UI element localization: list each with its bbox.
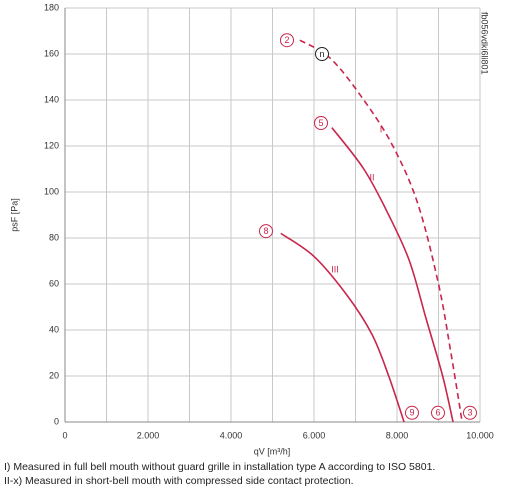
marker-label: 5: [319, 118, 324, 128]
x-tick-label: 10.000: [466, 430, 494, 440]
marker-label: 9: [409, 408, 414, 418]
x-tick-label: 0: [62, 430, 67, 440]
y-tick-label: 100: [44, 186, 59, 196]
y-tick-label: 20: [49, 370, 59, 380]
marker-label: 6: [435, 408, 440, 418]
marker-label: n: [320, 49, 325, 59]
operating-point-marker: [258, 224, 273, 239]
y-tick-label: 160: [44, 48, 59, 58]
footnote: I) Measured in full bell mouth without g…: [4, 461, 435, 473]
fan-curve: [331, 127, 454, 423]
operating-point-marker: [279, 33, 294, 48]
figure-code: fb056vdki6li801: [480, 12, 490, 75]
curve-label: II: [370, 173, 375, 183]
y-tick-label: 80: [49, 232, 59, 242]
operating-point-marker: [315, 47, 330, 61]
marker-label: 3: [467, 408, 472, 418]
x-tick-label: 4.000: [220, 430, 243, 440]
y-tick-label: 0: [54, 416, 59, 426]
y-tick-label: 60: [49, 278, 59, 288]
y-tick-label: 140: [44, 94, 59, 104]
y-axis-label: psF [Pa]: [9, 198, 19, 232]
marker-label: 2: [284, 35, 289, 45]
x-tick-label: 2.000: [137, 430, 160, 440]
x-tick-label: 8.000: [386, 430, 409, 440]
y-tick-label: 180: [44, 2, 59, 12]
marker-label: 8: [263, 226, 268, 236]
y-tick-label: 120: [44, 140, 59, 150]
x-tick-label: 6.000: [303, 430, 326, 440]
operating-point-marker: [431, 405, 446, 420]
operating-point-marker: [314, 116, 329, 130]
operating-point-marker: [462, 405, 477, 420]
x-axis-label: qV [m³/h]: [254, 446, 291, 456]
y-tick-label: 40: [49, 324, 59, 334]
fan-curve: [299, 39, 463, 423]
footnote: II-x) Measured in short-bell mouth with …: [4, 475, 354, 487]
fan-curve: [280, 232, 405, 423]
operating-point-marker: [404, 405, 419, 420]
curve-label: I: [380, 124, 383, 134]
curve-label: III: [331, 265, 339, 275]
